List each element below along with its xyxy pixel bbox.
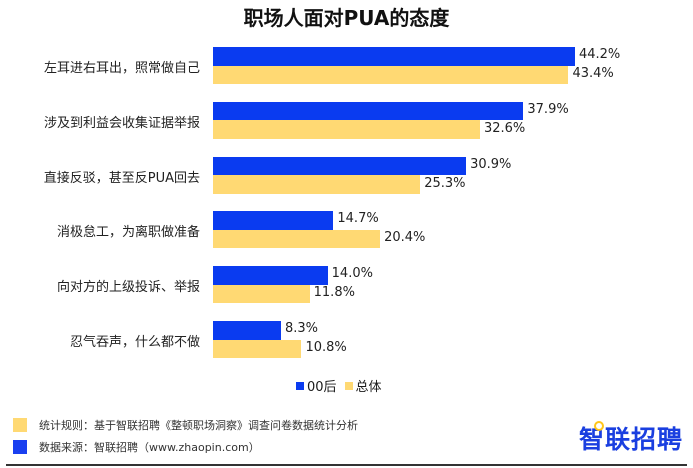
bottom-rule <box>6 464 687 466</box>
chart-row: 涉及到利益会收集证据举报 37.9% 32.6% <box>0 101 693 140</box>
legend-item-00hou: 00后 <box>296 376 337 395</box>
bar-chart: 左耳进右耳出，照常做自己 44.2% 43.4% 涉及到利益会收集证据举报 37.9% 3… <box>0 47 693 359</box>
zhaopin-logo: 智联招聘 <box>579 420 683 456</box>
bar-overall <box>213 65 569 84</box>
chart-title: 职场人面对PUA的态度 <box>243 6 450 30</box>
footer-note-rule: 统计规则：基于智联招聘《整顿职场洞察》调查问卷数据统计分析 <box>13 417 358 433</box>
category-label: 涉及到利益会收集证据举报 <box>43 115 200 131</box>
bar-overall <box>213 175 421 194</box>
note-text: 统计规则：基于智联招聘《整顿职场洞察》调查问卷数据统计分析 <box>39 419 358 432</box>
legend-label: 总体 <box>355 380 382 395</box>
legend-swatch-blue <box>296 381 304 390</box>
value-label: 43.4% <box>572 66 614 81</box>
value-label: 14.7% <box>337 211 379 227</box>
value-label: 20.4% <box>384 230 426 246</box>
note-swatch-blue <box>13 440 27 454</box>
bar-overall <box>213 284 310 304</box>
category-label: 直接反驳，甚至反PUA回去 <box>43 170 200 186</box>
chart-row: 向对方的上级投诉、举报 14.0% 11.8% <box>0 266 693 304</box>
value-label: 14.0% <box>331 266 373 282</box>
bar-overall <box>213 339 302 358</box>
note-swatch-yellow <box>13 418 27 432</box>
logo-dot-icon <box>593 421 604 431</box>
category-label: 忍气吞声，什么都不做 <box>69 335 200 350</box>
category-label: 向对方的上级投诉、举报 <box>56 280 200 296</box>
value-label: 25.3% <box>424 175 466 191</box>
footer-note-source: 数据来源：智联招聘（www.zhaopin.com） <box>13 439 260 455</box>
legend-swatch-yellow <box>344 381 353 390</box>
value-label: 37.9% <box>527 101 569 117</box>
value-label: 10.8% <box>305 340 347 355</box>
value-label: 8.3% <box>284 321 318 336</box>
note-text: 数据来源：智联招聘（www.zhaopin.com） <box>39 441 260 454</box>
footer: 统计规则：基于智联招聘《整顿职场洞察》调查问卷数据统计分析 数据来源：智联招聘（… <box>0 414 693 468</box>
value-label: 44.2% <box>578 47 621 62</box>
bar-00hou <box>213 101 524 121</box>
chart-row: 忍气吞声，什么都不做 8.3% 10.8% <box>0 321 693 359</box>
bar-overall <box>213 229 381 249</box>
bar-00hou <box>213 211 334 230</box>
chart-row: 直接反驳，甚至反PUA回去 30.9% 25.3% <box>0 156 693 195</box>
category-label: 左耳进右耳出，照常做自己 <box>43 61 200 76</box>
value-label: 30.9% <box>470 156 512 172</box>
bar-00hou <box>213 266 328 285</box>
legend-item-overall: 总体 <box>344 376 382 395</box>
bar-overall <box>213 120 480 139</box>
legend: 00后 总体 <box>296 376 390 395</box>
chart-row: 左耳进右耳出，照常做自己 44.2% 43.4% <box>0 47 693 85</box>
bar-00hou <box>213 47 575 66</box>
bar-00hou <box>213 156 467 176</box>
chart-row: 消极怠工，为离职做准备 14.7% 20.4% <box>0 211 693 249</box>
bar-00hou <box>213 321 281 340</box>
value-label: 11.8% <box>313 285 355 301</box>
category-label: 消极怠工，为离职做准备 <box>56 225 200 241</box>
value-label: 32.6% <box>483 120 526 136</box>
legend-label: 00后 <box>307 380 337 395</box>
